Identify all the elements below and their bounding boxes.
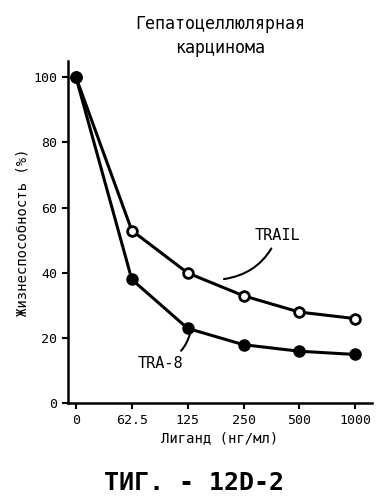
- Title: Гепатоцеллюлярная
карцинома: Гепатоцеллюлярная карцинома: [135, 15, 305, 56]
- Y-axis label: Жизнеспособность (%): Жизнеспособность (%): [15, 148, 29, 316]
- Text: TRA-8: TRA-8: [137, 334, 190, 370]
- Text: ΤИГ. - 12D-2: ΤИГ. - 12D-2: [103, 471, 284, 495]
- X-axis label: Лиганд (нг/мл): Лиганд (нг/мл): [161, 431, 278, 445]
- Text: TRAIL: TRAIL: [224, 228, 300, 279]
